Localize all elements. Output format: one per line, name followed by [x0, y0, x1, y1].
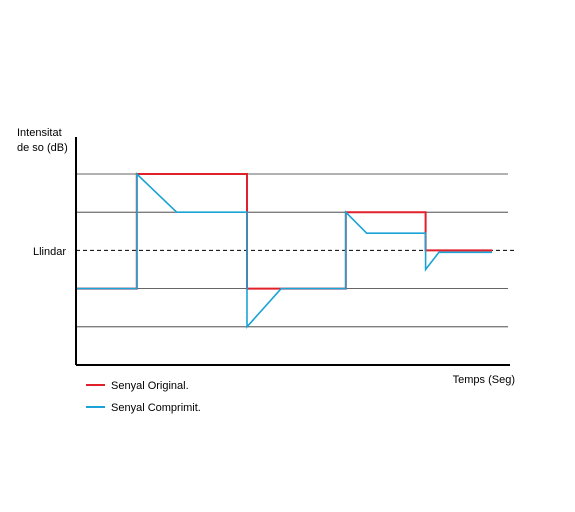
legend-label-original: Senyal Original. — [111, 380, 189, 392]
series-lines — [76, 172, 493, 329]
y-axis-label-line-2: de so (dB) — [17, 142, 68, 154]
legend-item-compressed: Senyal Comprimit. — [86, 402, 201, 414]
series-line-compressed — [76, 172, 493, 329]
x-axis-label: Temps (Seg) — [453, 374, 515, 386]
y-axis-label-line-1: Intensitat — [17, 127, 62, 139]
threshold-label: Llindar — [33, 246, 66, 258]
legend-item-original: Senyal Original. — [86, 380, 189, 392]
series-line-original — [76, 173, 493, 290]
legend: Senyal Original. Senyal Comprimit. — [86, 380, 201, 414]
legend-label-compressed: Senyal Comprimit. — [111, 402, 201, 414]
